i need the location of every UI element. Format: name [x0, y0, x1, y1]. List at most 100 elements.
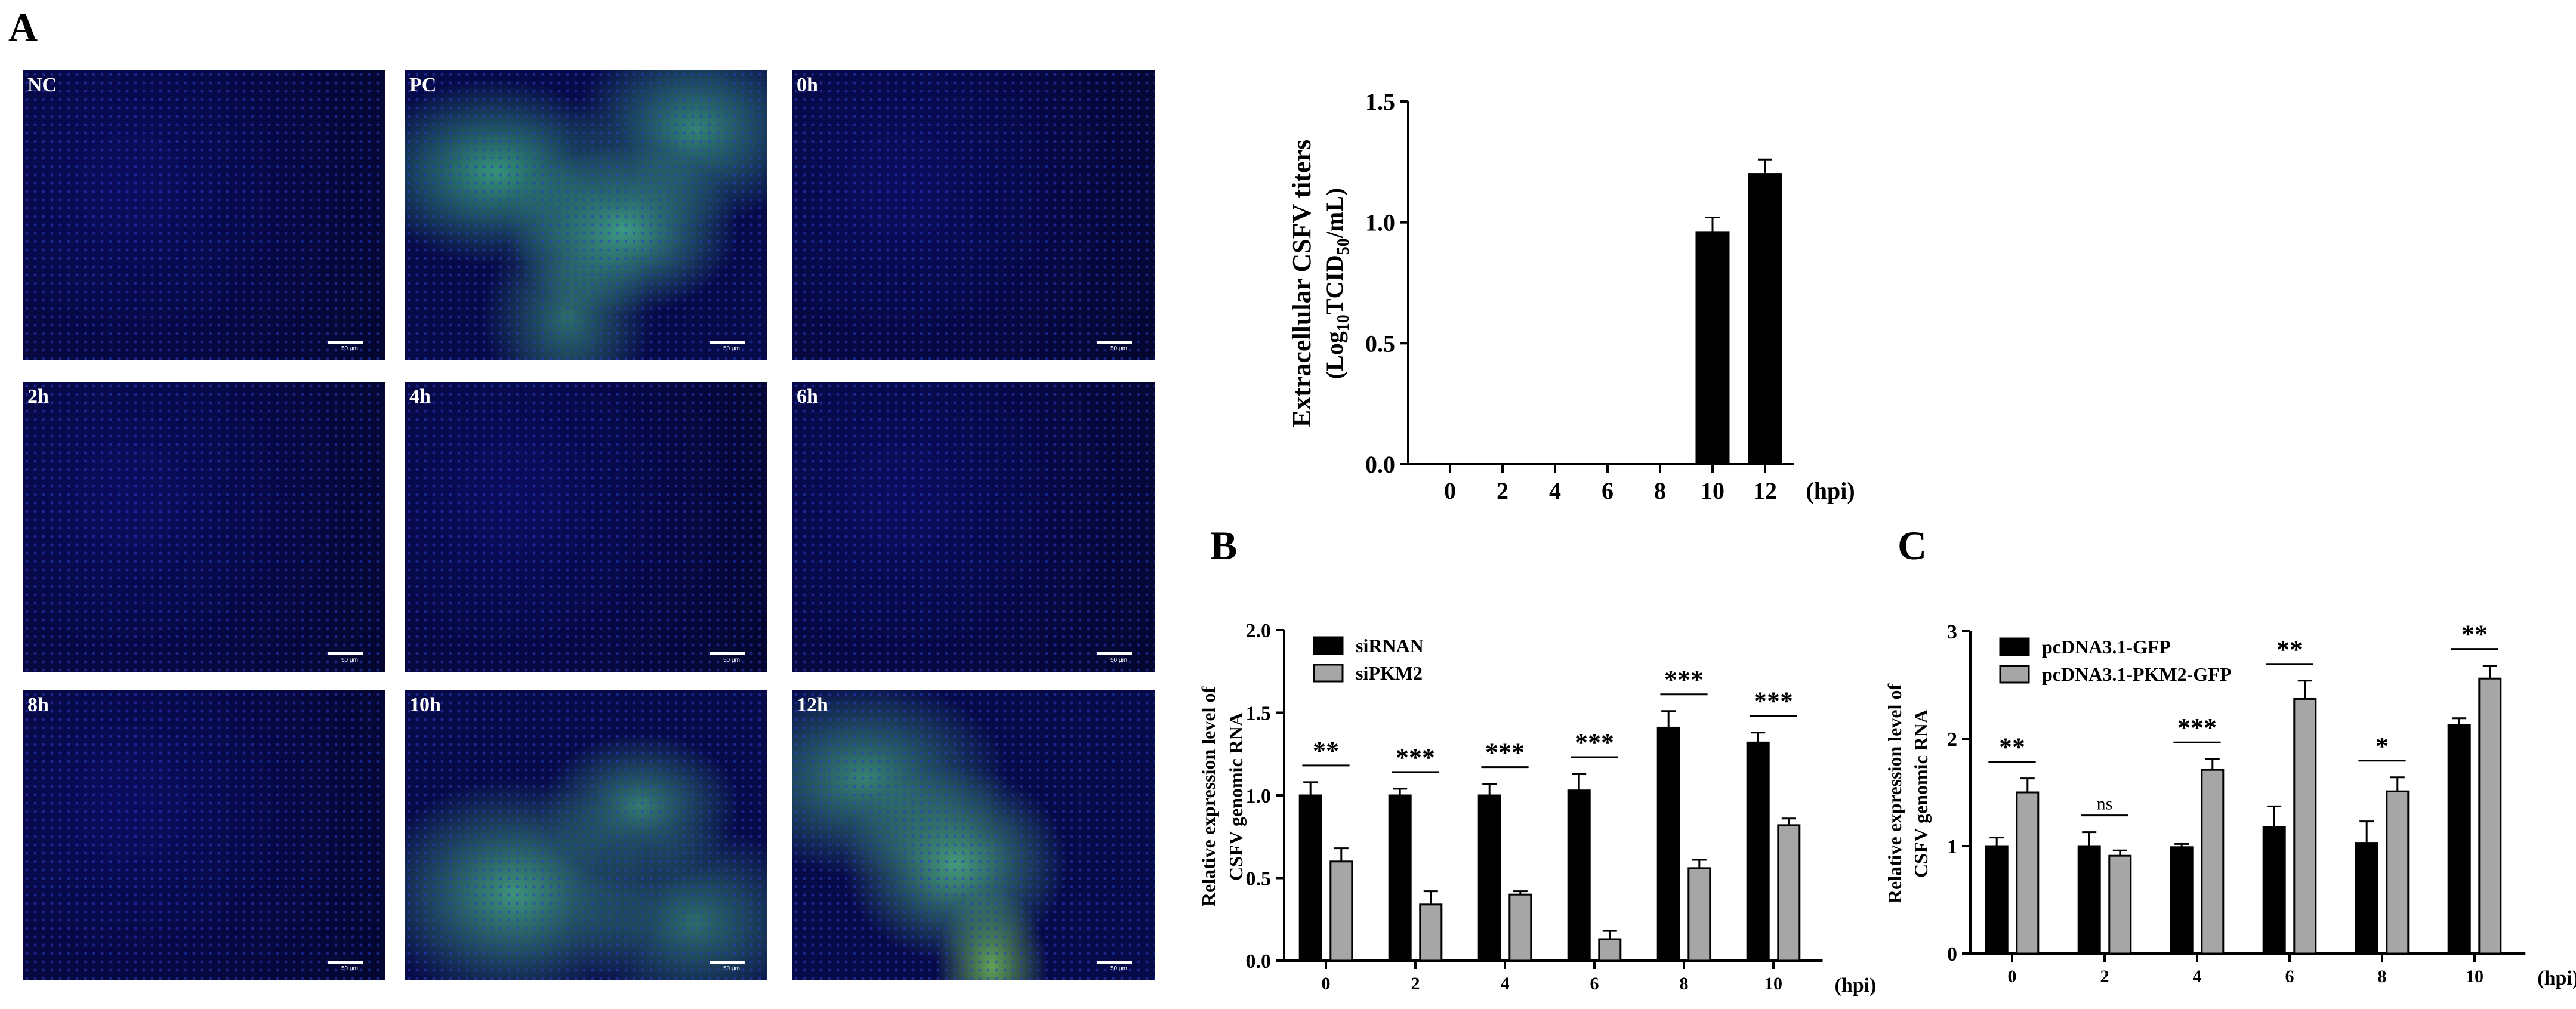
micrograph-label: 10h: [409, 694, 441, 716]
y-tick-label: 0.5: [1246, 868, 1272, 890]
bar-pcdna3-1-gfp-2: [2077, 845, 2101, 955]
x-tick-label: 2: [1411, 974, 1420, 993]
scale-bar-text: 50 μm: [723, 345, 740, 352]
scale-bar-text: 50 μm: [723, 965, 740, 972]
micrograph-label: 8h: [27, 694, 49, 716]
bar-sirnan-10: [1746, 741, 1770, 962]
legend-label: pcDNA3.1-GFP: [2042, 636, 2171, 658]
x-tick-label: 0: [1322, 974, 1331, 993]
y-tick-label: 1.0: [1365, 209, 1395, 236]
x-axis-unit: (hpi): [2537, 967, 2576, 989]
y-tick-label: 1.5: [1246, 702, 1272, 724]
significance-label: ***: [1664, 665, 1704, 695]
bar-sirnan-2: [1388, 794, 1412, 962]
y-tick-label: 1.0: [1246, 785, 1272, 807]
bar-pcdna3-1-pkm2-gfp-2: [2108, 854, 2132, 955]
bar-pcdna3-1-gfp-6: [2262, 826, 2286, 955]
bar-sipkm2-2: [1419, 903, 1443, 962]
significance-label: ns: [2097, 794, 2113, 814]
scale-bar: [1097, 961, 1132, 964]
x-axis-unit: (hpi): [1806, 477, 1855, 504]
bar-pcdna3-1-gfp-10: [2447, 724, 2471, 955]
significance-label: ***: [1575, 728, 1614, 757]
scale-bar: [1097, 652, 1132, 655]
scale-bar: [328, 652, 363, 655]
x-tick-label: 10: [2466, 967, 2484, 986]
micrograph-label: PC: [409, 74, 437, 96]
scale-bar-text: 50 μm: [723, 657, 740, 664]
bar-sipkm2-4: [1508, 893, 1532, 962]
x-tick-label: 0: [2008, 967, 2017, 986]
bar-sirnan-8: [1656, 726, 1680, 962]
y-axis-title-line1: Relative expression level of: [1198, 687, 1219, 907]
bar-pcdna3-1-gfp-0: [1985, 845, 2009, 955]
x-tick-label: 2: [2100, 967, 2109, 986]
bar-sirnan-4: [1477, 794, 1501, 962]
scale-bar-text: 50 μm: [341, 965, 358, 972]
significance-label: ***: [1396, 743, 1435, 772]
x-tick-label: 2: [1497, 477, 1508, 504]
significance-label: **: [2461, 620, 2488, 649]
y-tick-label: 0.5: [1365, 330, 1395, 357]
legend-swatch: [1313, 636, 1344, 655]
micrograph-12h: 12h 50 μm: [792, 690, 1155, 980]
bar-pcdna3-1-pkm2-gfp-8: [2386, 790, 2410, 955]
y-tick-label: 3: [1947, 621, 1957, 643]
bar-sipkm2-10: [1777, 824, 1801, 962]
y-axis-title-line1: Relative expression level of: [1884, 684, 1905, 904]
bar-series-12: [1748, 173, 1782, 465]
legend-swatch: [1313, 664, 1344, 683]
x-tick-label: 10: [1764, 974, 1782, 993]
scale-bar-text: 50 μm: [341, 345, 358, 352]
bar-pcdna3-1-gfp-8: [2355, 842, 2378, 955]
significance-label: *: [2376, 732, 2389, 761]
micrograph-label: 4h: [409, 385, 431, 408]
subscript: 10: [1334, 314, 1353, 331]
bar-pcdna3-1-pkm2-gfp-0: [2016, 791, 2040, 955]
x-tick-label: 12: [1753, 477, 1777, 504]
significance-label: **: [1313, 736, 1339, 766]
legend-label: siRNAN: [1356, 635, 1424, 656]
chart-c: 0 1 2 3 0 ** 2 ns 4 *** 6 ** 8 * 10 ** (hpi) pcDNA3.1-GFP…: [1884, 620, 2576, 989]
panel-letter-a: A: [8, 5, 38, 50]
x-tick-label: 8: [1654, 477, 1666, 504]
y-axis-title-part: (Log: [1321, 331, 1348, 379]
scale-bar: [328, 961, 363, 964]
y-tick-label: 0: [1947, 943, 1957, 965]
x-tick-label: 6: [2285, 967, 2294, 986]
x-tick-label: 6: [1590, 974, 1599, 993]
micrograph-8h: 8h 50 μm: [23, 690, 385, 980]
significance-label: ***: [1485, 738, 1525, 767]
x-tick-label: 8: [2378, 967, 2387, 986]
scale-bar-text: 50 μm: [1110, 657, 1127, 664]
y-tick-label: 2.0: [1246, 620, 1272, 642]
micrograph-label: 12h: [797, 694, 828, 716]
y-tick-label: 0.0: [1365, 451, 1395, 478]
y-axis-title-part: TCID: [1321, 255, 1348, 314]
x-tick-label: 6: [1602, 477, 1614, 504]
scale-bar: [328, 341, 363, 344]
legend-swatch: [1999, 637, 2030, 656]
x-tick-label: 10: [1701, 477, 1724, 504]
y-tick-label: 1.5: [1365, 88, 1395, 115]
chart-titer: 0.0 0.5 1.0 1.5 0 2 4 6 8 10 12 (hpi) Extracellular …: [1287, 88, 1855, 504]
y-tick-label: 2: [1947, 729, 1957, 751]
legend-label: siPKM2: [1356, 662, 1423, 684]
y-axis-title-line2: (Log10TCID50/mL): [1321, 188, 1353, 379]
x-tick-label: 4: [1501, 974, 1510, 993]
subscript: 50: [1334, 238, 1353, 255]
micrograph-label: NC: [27, 74, 57, 96]
y-axis-title-line1: Extracellular CSFV titers: [1287, 140, 1316, 427]
x-axis-unit: (hpi): [1835, 974, 1877, 996]
bar-sipkm2-0: [1329, 860, 1353, 962]
micrograph-6h: 6h 50 μm: [792, 382, 1155, 672]
x-tick-label: 4: [2193, 967, 2202, 986]
bar-pcdna3-1-pkm2-gfp-10: [2478, 677, 2502, 955]
micrograph-label: 0h: [797, 74, 818, 96]
x-tick-label: 8: [1680, 974, 1689, 993]
significance-label: ***: [2177, 713, 2217, 742]
bar-sipkm2-8: [1687, 867, 1711, 962]
micrograph-0h: 0h 50 μm: [792, 70, 1155, 360]
bar-series-10: [1695, 231, 1730, 465]
